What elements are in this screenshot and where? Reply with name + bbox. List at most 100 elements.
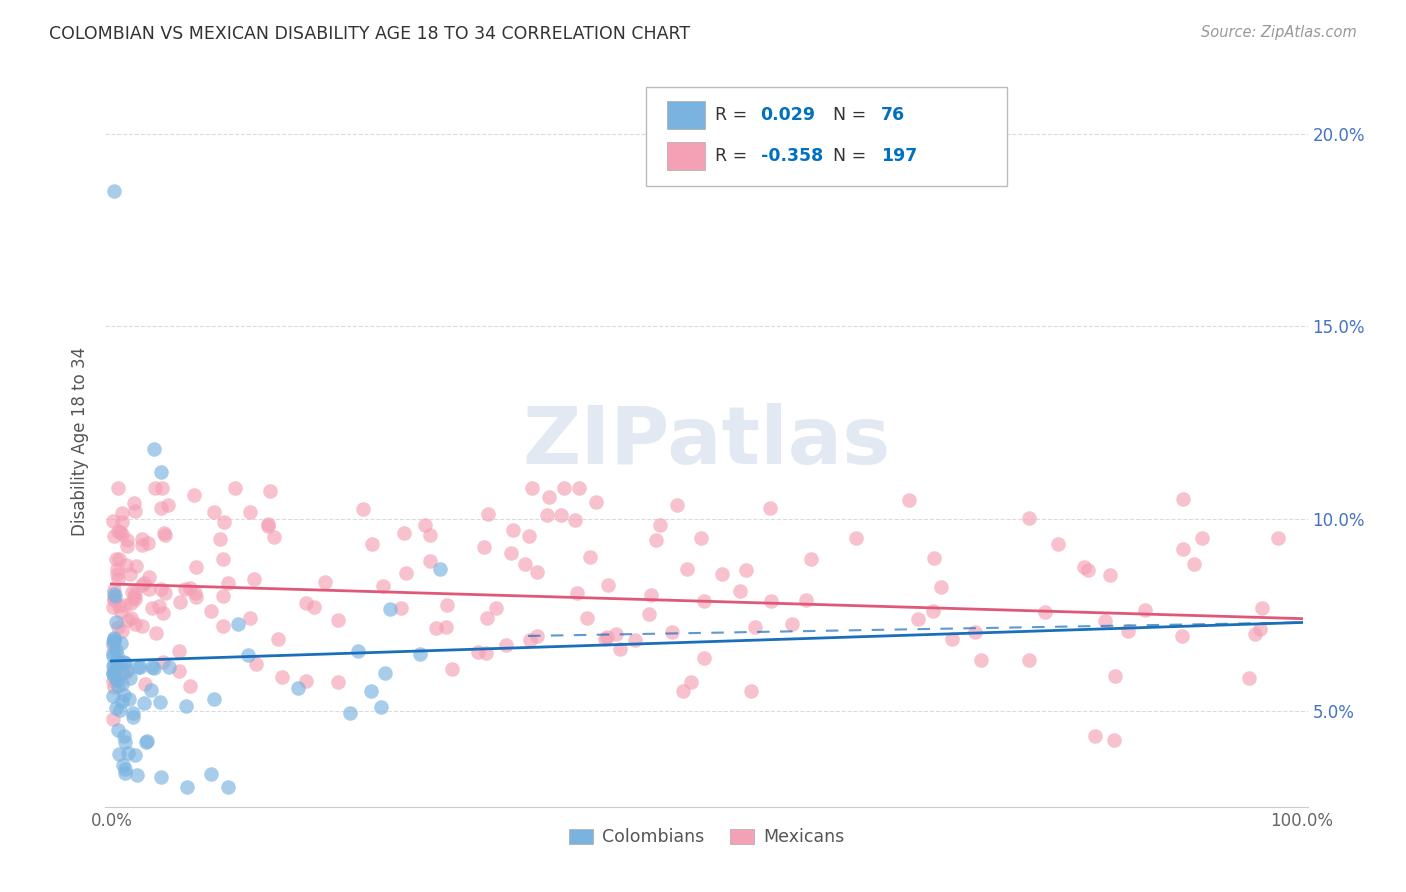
Bar [666,101,706,128]
Point [122,590,145,604]
Point [475,646,498,660]
Point [495,638,517,652]
Point [472,540,495,554]
Point [941,632,963,647]
Point [101,646,124,660]
Point [744,620,766,634]
Point [115,540,138,554]
Point [302,599,325,614]
Point [1251,601,1274,615]
Point [152,655,174,669]
Point [141,600,163,615]
Point [120,596,142,610]
Point [115,533,138,547]
Point [131,619,153,633]
Point [101,659,124,673]
Point [553,481,575,495]
Point [217,576,239,591]
Point [111,757,134,772]
Point [150,466,173,480]
Point [124,616,146,631]
Point [183,586,205,600]
Point [101,514,124,528]
Legend: Colombians, Mexicans: Colombians, Mexicans [562,822,851,854]
Point [429,562,451,576]
Point [103,591,125,606]
Point [138,582,160,596]
Point [295,597,318,611]
Point [125,768,148,782]
Point [148,694,170,708]
Point [124,586,146,600]
Point [112,688,135,702]
Point [134,576,156,591]
Point [103,681,125,695]
Point [103,631,125,645]
Point [389,601,412,615]
Text: -0.358: -0.358 [761,147,823,165]
Point [135,735,157,749]
Point [111,677,134,691]
Point [661,624,683,639]
Text: ZIPatlas: ZIPatlas [523,402,890,481]
Point [671,683,693,698]
Point [101,712,124,726]
Point [104,700,127,714]
Point [103,593,125,607]
Point [107,679,129,693]
Point [155,586,177,600]
Point [605,626,627,640]
Point [103,529,125,543]
Text: N =: N = [832,106,872,124]
Point [183,488,205,502]
Point [730,584,752,599]
Point [243,572,266,586]
Point [922,550,945,565]
Point [346,643,368,657]
Point [103,665,125,679]
Point [103,632,125,647]
Point [141,660,163,674]
Point [339,706,361,720]
Point [969,653,991,667]
Point [184,591,207,605]
Point [740,683,762,698]
Point [142,661,165,675]
Point [519,632,541,647]
Point [114,655,136,669]
Point [105,648,128,662]
Point [609,641,631,656]
Point [103,635,125,649]
Point [101,638,124,652]
Point [373,578,395,592]
Point [419,528,441,542]
Point [105,615,128,629]
Point [475,611,498,625]
Point [239,505,262,519]
Point [1191,531,1213,545]
Point [134,676,156,690]
Point [105,551,128,566]
Point [1077,563,1099,577]
Point [408,648,430,662]
Point [107,524,129,538]
Point [184,559,207,574]
Point [124,592,146,607]
Point [110,605,132,619]
Point [520,481,543,495]
Point [477,507,499,521]
Point [108,747,131,761]
Point [148,599,170,613]
Point [361,537,384,551]
Point [150,770,173,784]
Point [131,533,153,547]
Point [378,602,401,616]
Point [117,613,139,627]
Point [131,578,153,592]
Text: R =: R = [714,106,752,124]
Point [735,563,758,577]
Point [374,665,396,680]
Point [124,504,146,518]
Point [897,493,920,508]
Point [127,660,149,674]
